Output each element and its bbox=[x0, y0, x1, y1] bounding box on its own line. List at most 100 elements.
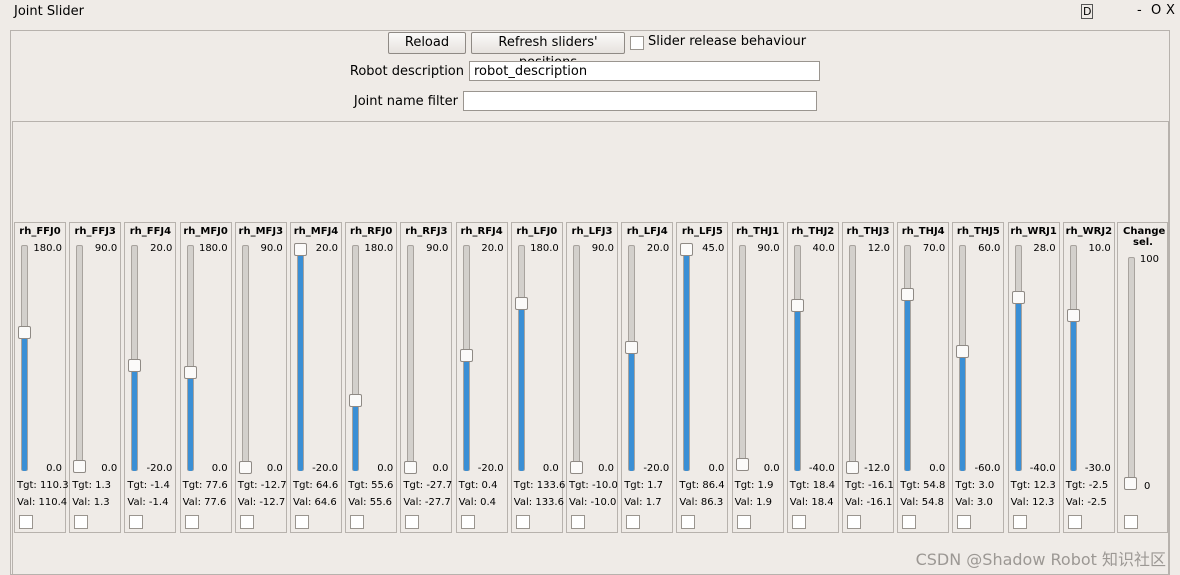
value-value: -10.0 bbox=[590, 497, 617, 508]
slider-handle[interactable] bbox=[1066, 309, 1080, 322]
joint-checkbox[interactable] bbox=[515, 515, 530, 529]
slider-handle[interactable] bbox=[570, 461, 583, 474]
target-text: Tgt: 3.0 bbox=[955, 480, 994, 491]
joint-max: 10.0 bbox=[1088, 243, 1111, 254]
joint-checkbox[interactable] bbox=[184, 515, 199, 529]
joint-min: -20.0 bbox=[146, 463, 173, 474]
joint-checkbox[interactable] bbox=[626, 515, 641, 529]
joint-box: rh_MFJ3 90.0 0.0 Tgt: -12.7 Val: -12.7 bbox=[234, 222, 287, 533]
slider-handle[interactable] bbox=[846, 461, 859, 474]
joint-box: rh_WRJ2 10.0 -30.0 Tgt: -2.5 Val: -2.5 bbox=[1062, 222, 1115, 533]
joint-min: 0.0 bbox=[542, 463, 559, 474]
joint-box: rh_LFJ0 180.0 0.0 Tgt: 133.6 Val: 133.6 bbox=[510, 222, 566, 533]
joint-min: -30.0 bbox=[1084, 463, 1111, 474]
value-text: Val: 86.3 bbox=[679, 497, 723, 508]
slider-handle[interactable] bbox=[128, 358, 142, 372]
joint-checkbox[interactable] bbox=[791, 515, 806, 529]
change-sel-checkbox[interactable] bbox=[1124, 515, 1138, 529]
joint-min: -12.0 bbox=[864, 463, 890, 474]
joint-name: rh_FFJ4 bbox=[129, 226, 172, 237]
joint-max: 180.0 bbox=[198, 243, 228, 254]
joint-checkbox[interactable] bbox=[129, 515, 144, 529]
change-sel-handle[interactable] bbox=[1124, 477, 1137, 490]
joint-checkbox[interactable] bbox=[460, 515, 475, 529]
close-button[interactable]: X bbox=[1166, 3, 1175, 18]
minimize-button[interactable]: - bbox=[1137, 3, 1142, 18]
slider-track bbox=[241, 245, 249, 471]
slider-fill bbox=[794, 305, 800, 471]
value-value: 133.6 bbox=[535, 497, 564, 508]
slider-handle[interactable] bbox=[73, 459, 87, 473]
slider-handle[interactable] bbox=[294, 243, 307, 256]
release-checkbox[interactable] bbox=[630, 36, 644, 50]
slider-handle[interactable] bbox=[238, 461, 252, 474]
target-value: 54.8 bbox=[923, 480, 946, 491]
joint-checkbox[interactable] bbox=[847, 515, 861, 529]
target-text: Tgt: 133.6 bbox=[514, 480, 566, 491]
slider-handle[interactable] bbox=[459, 348, 473, 362]
slider-handle[interactable] bbox=[625, 341, 639, 355]
joint-filter-input[interactable] bbox=[463, 91, 817, 111]
joint-box: rh_WRJ1 28.0 -40.0 Tgt: 12.3 Val: 12.3 bbox=[1007, 222, 1060, 533]
value-value: 77.6 bbox=[204, 497, 227, 508]
target-value: 1.3 bbox=[95, 480, 112, 491]
target-label: Tgt: bbox=[1010, 480, 1031, 491]
help-button[interactable]: D bbox=[1081, 4, 1094, 19]
target-value: 133.6 bbox=[536, 480, 566, 491]
joint-checkbox[interactable] bbox=[957, 515, 972, 529]
slider-handle[interactable] bbox=[901, 287, 915, 301]
robot-description-input[interactable]: robot_description bbox=[469, 61, 820, 81]
slider-fill bbox=[905, 293, 911, 471]
joint-checkbox[interactable] bbox=[350, 515, 365, 529]
window-title: Joint Slider bbox=[14, 4, 84, 19]
joint-name: rh_FFJ0 bbox=[19, 226, 61, 237]
slider-handle[interactable] bbox=[790, 299, 804, 313]
slider-handle[interactable] bbox=[956, 345, 970, 359]
joint-checkbox[interactable] bbox=[74, 515, 89, 529]
target-text: Tgt: -10.0 bbox=[569, 480, 618, 491]
slider-fill bbox=[298, 249, 303, 471]
joint-checkbox[interactable] bbox=[239, 515, 254, 529]
joint-checkbox[interactable] bbox=[405, 515, 420, 529]
joint-box: rh_FFJ4 20.0 -20.0 Tgt: -1.4 Val: -1.4 bbox=[124, 222, 177, 533]
reload-button[interactable]: Reload bbox=[388, 32, 466, 54]
joint-checkbox[interactable] bbox=[902, 515, 917, 529]
joint-checkbox[interactable] bbox=[571, 515, 585, 529]
refresh-button[interactable]: Refresh sliders' positions bbox=[471, 32, 625, 70]
slider-handle[interactable] bbox=[404, 461, 418, 474]
target-text: Tgt: 54.8 bbox=[900, 480, 945, 491]
slider-track bbox=[407, 245, 415, 471]
slider-track bbox=[573, 245, 580, 471]
slider-fill bbox=[1015, 296, 1021, 471]
target-text: Tgt: 1.9 bbox=[735, 480, 774, 491]
slider-handle[interactable] bbox=[1011, 290, 1025, 304]
value-text: Val: -16.1 bbox=[845, 497, 892, 508]
slider-handle[interactable] bbox=[680, 243, 694, 256]
target-value: 18.4 bbox=[812, 480, 835, 491]
target-label: Tgt: bbox=[1065, 480, 1086, 491]
value-text: Val: -27.7 bbox=[403, 497, 450, 508]
joint-min: -20.0 bbox=[643, 463, 670, 474]
slider-handle[interactable] bbox=[183, 366, 197, 380]
change-sel-track bbox=[1128, 257, 1135, 489]
slider-handle[interactable] bbox=[735, 458, 749, 472]
joint-checkbox[interactable] bbox=[1012, 515, 1027, 529]
value-label: Val: bbox=[1010, 497, 1029, 508]
joint-checkbox[interactable] bbox=[1067, 515, 1082, 529]
slider-handle[interactable] bbox=[349, 393, 363, 407]
value-value: 64.6 bbox=[314, 497, 337, 508]
target-label: Tgt: bbox=[348, 480, 368, 491]
slider-handle[interactable] bbox=[514, 296, 528, 310]
joint-checkbox[interactable] bbox=[19, 515, 33, 529]
target-text: Tgt: 64.6 bbox=[293, 480, 338, 491]
joint-checkbox[interactable] bbox=[736, 515, 751, 529]
float-button[interactable]: O bbox=[1151, 3, 1162, 18]
joint-checkbox[interactable] bbox=[295, 515, 309, 529]
joint-name: rh_WRJ1 bbox=[1010, 226, 1057, 237]
joint-max: 90.0 bbox=[94, 243, 118, 254]
value-label: Val: bbox=[17, 497, 36, 508]
joint-checkbox[interactable] bbox=[681, 515, 696, 529]
value-value: 1.7 bbox=[645, 497, 662, 508]
slider-handle[interactable] bbox=[18, 325, 31, 339]
